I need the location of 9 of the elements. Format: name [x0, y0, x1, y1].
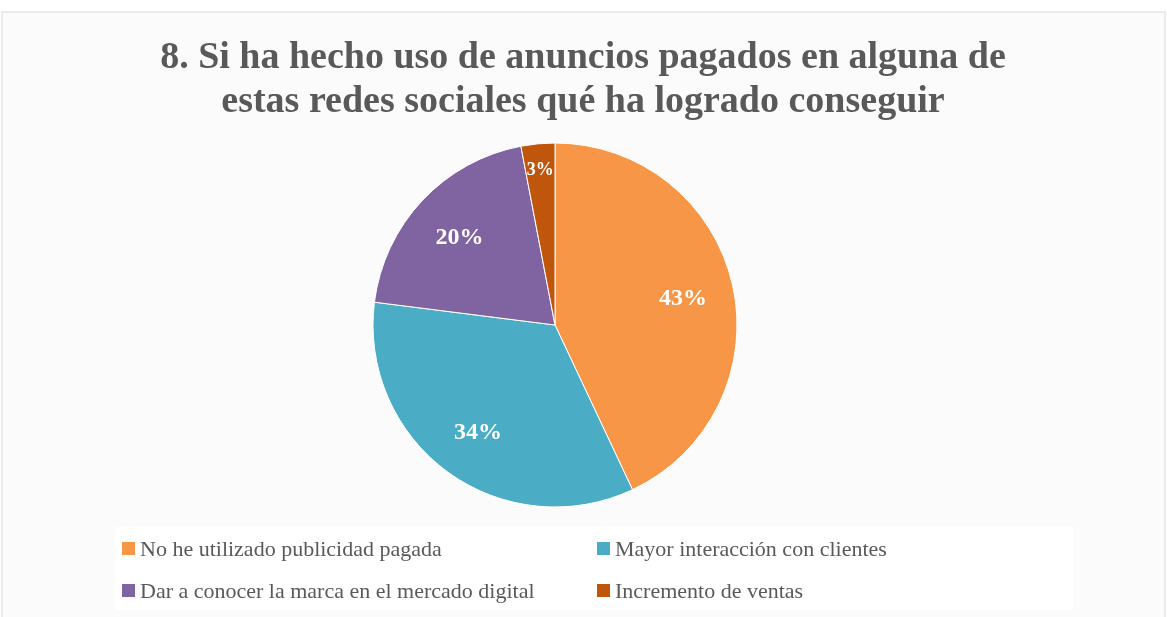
legend-label: Mayor interacción con clientes [615, 535, 887, 561]
data-label: 43% [658, 283, 707, 310]
legend-label: No he utilizado publicidad pagada [140, 535, 443, 561]
data-label: 34% [453, 418, 502, 445]
legend-label: Incremento de ventas [615, 577, 804, 603]
data-label: 20% [435, 222, 484, 249]
legend-label: Dar a conocer la marca en el mercado digital [140, 577, 535, 603]
data-label: 3% [526, 159, 554, 180]
chart-title: 8. Si ha hecho uso de anuncios pagados en alguna de estas redes sociales qué ha logrado conseguir [160, 34, 1006, 120]
